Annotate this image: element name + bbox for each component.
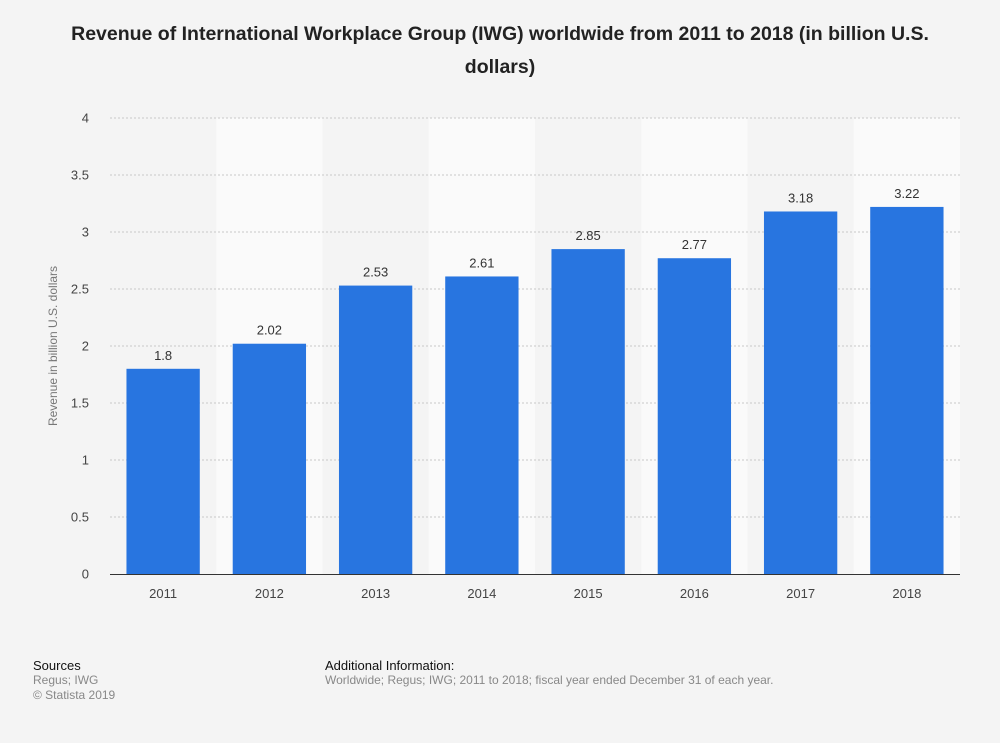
- data-label: 2.61: [469, 255, 494, 270]
- additional-info-text: Worldwide; Regus; IWG; 2011 to 2018; fis…: [325, 673, 774, 687]
- x-tick-label: 2018: [892, 586, 921, 601]
- y-tick-label: 3: [82, 225, 89, 240]
- additional-info-heading: Additional Information:: [325, 658, 455, 673]
- bar-2017[interactable]: [763, 211, 838, 575]
- y-tick-label: 1.5: [71, 396, 89, 411]
- x-axis-ticks: 2011 2012 2013 2014 2015 2016 2017 2018: [149, 586, 921, 601]
- data-label: 3.18: [788, 190, 813, 205]
- y-axis-label: Revenue in billion U.S. dollars: [46, 266, 60, 426]
- x-tick-label: 2016: [680, 586, 709, 601]
- sources-block: Sources Regus; IWG © Statista 2019: [33, 658, 115, 703]
- y-tick-label: 4: [82, 111, 89, 126]
- data-label: 2.53: [363, 265, 388, 280]
- bar-2015[interactable]: [551, 249, 625, 574]
- x-tick-label: 2015: [574, 586, 603, 601]
- x-tick-label: 2012: [255, 586, 284, 601]
- copyright-text: © Statista 2019: [33, 688, 116, 702]
- bar-chart: 00.511.522.533.54 Revenue in billion U.S…: [46, 111, 960, 601]
- y-tick-label: 0: [82, 567, 89, 582]
- bar-2011[interactable]: [126, 368, 200, 574]
- data-labels: 1.8 2.02 2.53 2.61 2.85 2.77 3.18 3.22: [154, 186, 919, 363]
- data-label: 2.02: [257, 323, 282, 338]
- y-tick-label: 2: [82, 339, 89, 354]
- y-axis-ticks: 0 0.5 1 1.5 2 2.5 3 3.5 4: [71, 111, 89, 582]
- data-label: 2.77: [682, 237, 707, 252]
- bar-2018[interactable]: [870, 206, 944, 575]
- data-label: 1.8: [154, 348, 172, 363]
- x-tick-label: 2011: [149, 586, 177, 601]
- chart-title: Revenue of International Workplace Group…: [71, 23, 929, 78]
- y-tick-label: 0.5: [71, 510, 89, 525]
- x-tick-label: 2017: [786, 586, 815, 601]
- bars: [126, 206, 944, 575]
- x-tick-label: 2013: [361, 586, 390, 601]
- y-tick-label: 3.5: [71, 168, 89, 183]
- bar-2014[interactable]: [445, 276, 519, 574]
- data-label: 3.22: [894, 186, 919, 201]
- data-label: 2.85: [575, 228, 600, 243]
- x-tick-label: 2014: [467, 586, 496, 601]
- bar-2012[interactable]: [232, 343, 307, 574]
- sources-heading: Sources: [33, 658, 81, 673]
- bar-2016[interactable]: [657, 258, 732, 574]
- additional-info-block: Additional Information: Worldwide; Regus…: [325, 658, 773, 688]
- sources-text: Regus; IWG: [33, 673, 99, 687]
- y-tick-label: 1: [82, 453, 89, 468]
- bar-2013[interactable]: [338, 285, 413, 574]
- y-tick-label: 2.5: [71, 282, 89, 297]
